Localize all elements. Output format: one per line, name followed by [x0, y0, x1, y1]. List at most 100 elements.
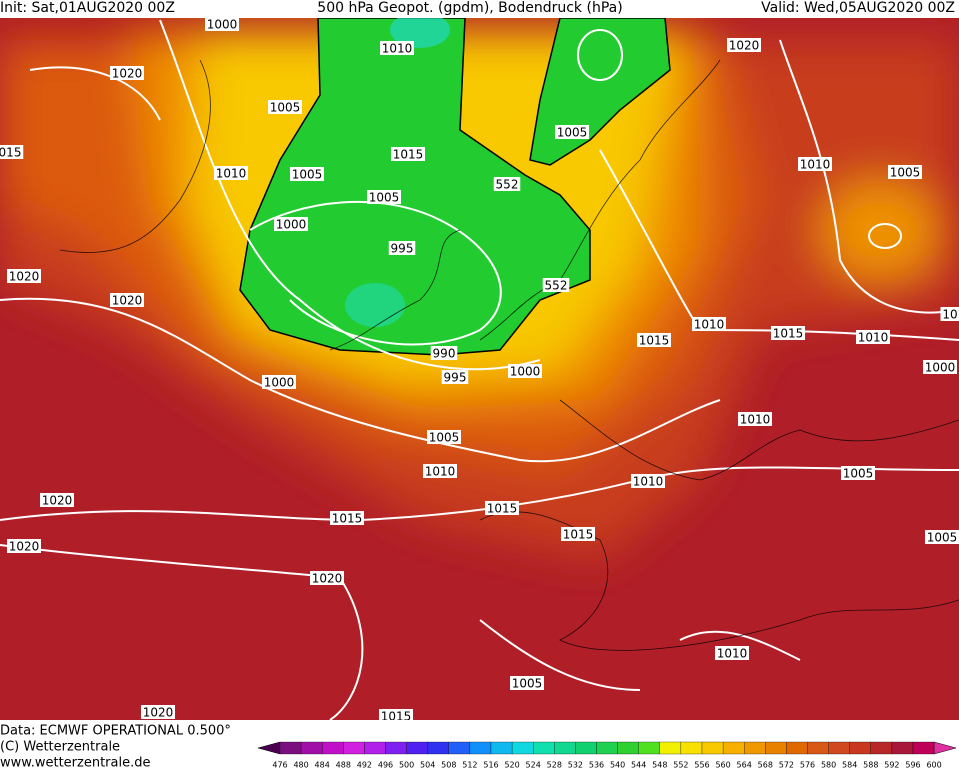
isobar-label: 1020 [729, 39, 760, 53]
label-box [310, 571, 344, 585]
isobar-label: 1005 [292, 168, 323, 182]
isobar-label: 1005 [890, 166, 921, 180]
isobar-label: 552 [545, 279, 568, 293]
label-box [738, 412, 772, 426]
label-box [110, 66, 144, 80]
isobar-label: 1005 [843, 467, 874, 481]
isobar-label: 1020 [112, 294, 143, 308]
label-box [856, 330, 890, 344]
colorbar-label: 552 [673, 761, 688, 770]
colorbar-label: 536 [589, 761, 604, 770]
isobar-label: 990 [433, 347, 456, 361]
label-box [542, 278, 570, 292]
colorbar-swatch [490, 741, 513, 755]
label-box [441, 370, 469, 384]
low-core [390, 18, 450, 48]
colorbar-swatch [533, 741, 555, 755]
label-box [40, 493, 74, 507]
label-box [771, 326, 805, 340]
colorbar-swatch [364, 741, 386, 755]
colorbar-label: 480 [293, 761, 308, 770]
isobar-label: 1005 [927, 531, 958, 545]
copyright: (C) Wetterzentrale [0, 740, 120, 755]
isobar-label: 1015 [639, 334, 670, 348]
map-title: 500 hPa Geopot. (gpdm), Bodendruck (hPa) [317, 0, 622, 16]
label-box [391, 147, 425, 161]
colorbar-label: 540 [610, 761, 625, 770]
colorbar-arrow [933, 741, 958, 755]
isobar-label: 1015 [381, 710, 412, 724]
colorbar-label: 592 [884, 761, 899, 770]
colorbar-label: 588 [863, 761, 878, 770]
colorbar-swatch [554, 741, 576, 755]
colorbar-label: 492 [357, 761, 372, 770]
colorbar-label: 504 [420, 761, 435, 770]
colorbar-swatch [469, 741, 492, 755]
label-box [715, 646, 749, 660]
isobar-label: 1000 [207, 18, 238, 32]
isobar-label: 1020 [112, 67, 143, 81]
colorbar-label: 484 [315, 761, 330, 770]
colorbar-swatch [891, 741, 914, 755]
isobar-label: 10 [942, 308, 957, 322]
label-box [330, 511, 364, 525]
data-source: Data: ECMWF OPERATIONAL 0.500° [0, 724, 231, 739]
colorbar-label: 556 [694, 761, 709, 770]
isobar-label: 015 [0, 146, 21, 160]
isobar-label: 1000 [276, 218, 307, 232]
isobar-label: 1010 [382, 42, 413, 56]
label-box [430, 346, 458, 360]
isobar-label: 1020 [42, 494, 73, 508]
colorbar-swatch [828, 741, 850, 755]
label-box [141, 705, 175, 719]
isobar-label: 1015 [393, 148, 424, 162]
colorbar-label: 524 [526, 761, 541, 770]
isobar-label: 1010 [740, 413, 771, 427]
colorbar-label: 568 [758, 761, 773, 770]
colorbar-swatch [786, 741, 808, 755]
colorbar-label: 572 [779, 761, 794, 770]
colorbar-label: 496 [378, 761, 393, 770]
colorbar-swatch [617, 741, 639, 755]
colorbar-swatch [343, 741, 365, 755]
colorbar-label: 476 [272, 761, 287, 770]
label-box [692, 317, 726, 331]
colorbar-swatch [575, 741, 597, 755]
isobar-label: 1015 [773, 327, 804, 341]
label-box [0, 145, 24, 159]
label-box [561, 527, 595, 541]
label-box [388, 241, 416, 255]
isobar-label: 1000 [264, 376, 295, 390]
isobar-label: 1015 [487, 502, 518, 516]
colorbar-swatch [279, 741, 302, 755]
isobar-label: 1005 [512, 677, 543, 691]
colorbar-swatch [406, 741, 428, 755]
label-box [205, 18, 239, 31]
isobar-label: 1000 [925, 361, 956, 375]
colorbar-swatch [596, 741, 618, 755]
label-box [841, 466, 875, 480]
colorbar-label: 500 [399, 761, 414, 770]
colorbar: 476 480 484 488 492 496 500 504 508 512 516 520 524 5… [257, 741, 958, 770]
label-box [290, 167, 324, 181]
colorbar-swatch [300, 741, 323, 755]
url: www.wetterzentrale.de [0, 756, 150, 770]
isobar-label: 1020 [9, 270, 40, 284]
isobar-label: 1010 [717, 647, 748, 661]
isobar-label: 1015 [332, 512, 363, 526]
label-box [427, 430, 461, 444]
colorbar-swatch [765, 741, 787, 755]
isobar-label: 1015 [563, 528, 594, 542]
isobar-label: 1005 [557, 126, 588, 140]
colorbar-label: 584 [842, 761, 857, 770]
colorbar-label: 600 [926, 761, 941, 770]
label-box [268, 100, 302, 114]
colorbar-label: 596 [905, 761, 920, 770]
label-box [510, 676, 544, 690]
colorbar-swatch [322, 741, 344, 755]
valid-time: Valid: Wed,05AUG2020 00Z [761, 0, 955, 16]
label-box [925, 530, 959, 544]
colorbar-swatch [807, 741, 829, 755]
